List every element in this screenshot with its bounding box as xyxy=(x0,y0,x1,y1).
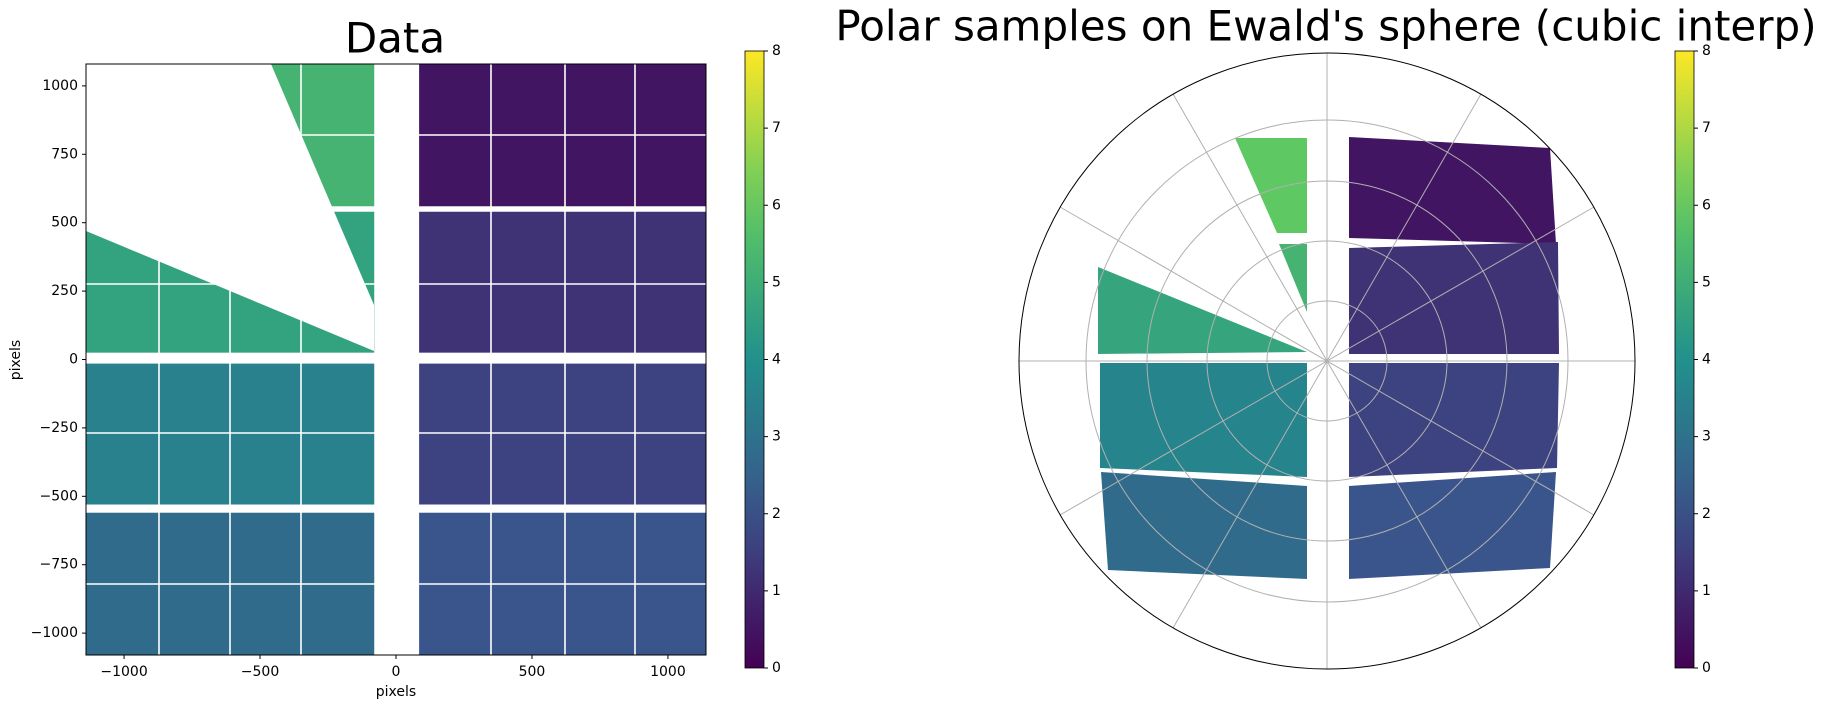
y-tick-label: 750 xyxy=(51,146,78,162)
module-gaps xyxy=(86,64,706,655)
grid-spoke xyxy=(1172,93,1482,629)
sector xyxy=(1349,472,1556,579)
colorbar: 0 1 2 3 4 5 6 7 8 xyxy=(1674,43,1711,676)
x-tick-label: −1000 xyxy=(100,664,147,680)
y-tick-label: 1000 xyxy=(42,78,78,94)
colorbar-tick-label: 7 xyxy=(1702,120,1711,136)
sector xyxy=(1101,472,1307,579)
y-tick-label: 500 xyxy=(51,215,78,231)
polar-data xyxy=(1098,137,1559,579)
y-tick-label: −750 xyxy=(40,557,78,573)
sector xyxy=(1349,137,1556,244)
colorbar-tick-label: 1 xyxy=(1702,583,1711,599)
colorbar: 0 1 2 3 4 5 6 7 8 xyxy=(744,43,781,676)
y-axis-label: pixels xyxy=(8,340,24,380)
chart-title: Data xyxy=(345,14,445,63)
colorbar-tick-label: 7 xyxy=(772,120,781,136)
module xyxy=(419,363,706,505)
y-tick-label: −500 xyxy=(40,488,78,504)
x-tick-label: 1000 xyxy=(650,664,686,680)
sector xyxy=(1100,363,1307,477)
colorbar-tick-label: 0 xyxy=(1702,660,1711,676)
x-tick-label: −500 xyxy=(241,664,279,680)
polar-grid xyxy=(1019,53,1635,669)
colorbar-tick-label: 8 xyxy=(772,43,781,59)
colorbar-tick-label: 6 xyxy=(1702,197,1711,213)
x-tick-label: 0 xyxy=(392,664,401,680)
x-tick-label: 500 xyxy=(519,664,546,680)
chart-title: Polar samples on Ewald's sphere (cubic i… xyxy=(835,2,1816,51)
polar-frame xyxy=(1018,52,1636,670)
colorbar-tick-label: 2 xyxy=(1702,506,1711,522)
x-axis-label: pixels xyxy=(376,684,416,700)
colorbar-tick-label: 6 xyxy=(772,197,781,213)
y-tick-label: −1000 xyxy=(31,625,78,641)
colorbar-tick-label: 2 xyxy=(772,506,781,522)
y-tick-label: −250 xyxy=(40,420,78,436)
y-tick-label: 0 xyxy=(69,352,78,368)
colorbar-tick-label: 4 xyxy=(772,352,781,368)
sector xyxy=(1279,244,1307,312)
colorbar-tick-label: 1 xyxy=(772,583,781,599)
colorbar-tick-label: 5 xyxy=(1702,274,1711,290)
module xyxy=(419,211,706,353)
colorbar-fill xyxy=(1674,50,1695,669)
sector xyxy=(1349,363,1559,477)
sector xyxy=(1098,267,1307,354)
y-tick-label: 250 xyxy=(51,283,78,299)
axes: −1000 −500 0 500 1000 −1000 −750 −500 −250 0 250 50… xyxy=(31,63,707,680)
sector xyxy=(1235,138,1307,233)
colorbar-tick-label: 3 xyxy=(1702,429,1711,445)
colorbar-tick-label: 5 xyxy=(772,274,781,290)
sector xyxy=(1349,242,1559,354)
colorbar-fill xyxy=(744,50,765,669)
colorbar-tick-label: 4 xyxy=(1702,352,1711,368)
colorbar-tick-label: 8 xyxy=(1702,43,1711,59)
colorbar-tick-label: 0 xyxy=(772,660,781,676)
colorbar-tick-label: 3 xyxy=(772,429,781,445)
